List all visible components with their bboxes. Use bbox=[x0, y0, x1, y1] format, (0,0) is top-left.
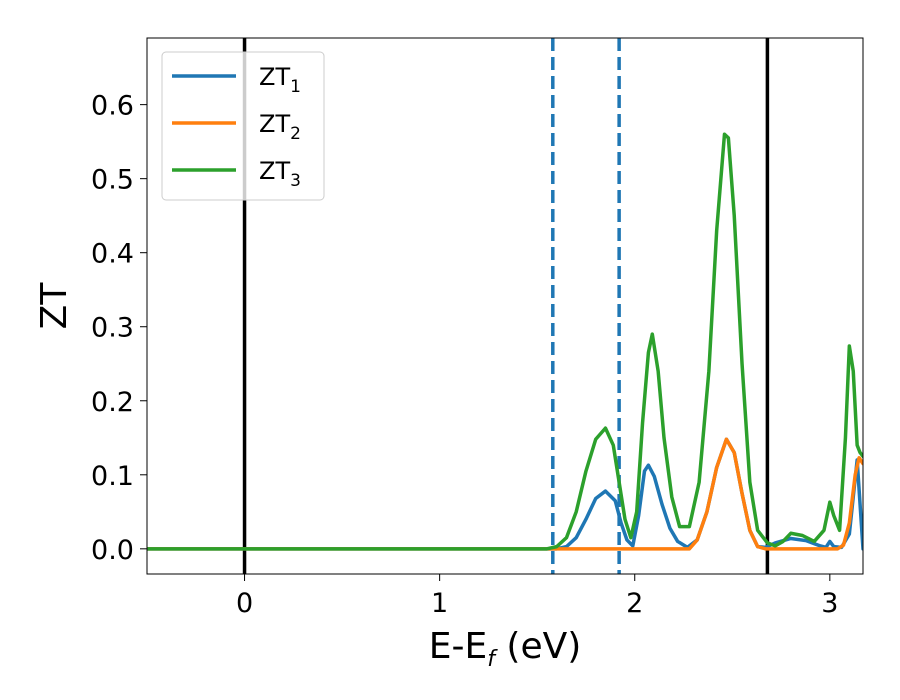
legend-label-2: ZT2 bbox=[259, 110, 301, 144]
y-tick-label-3: 0.3 bbox=[91, 313, 134, 344]
y-axis-title: ZT bbox=[34, 282, 75, 330]
plot-frame bbox=[146, 37, 864, 575]
x-axis-title-unit: (eV) bbox=[495, 626, 581, 667]
series-line-1 bbox=[147, 437, 863, 551]
series-layer bbox=[147, 132, 863, 551]
legend-label-1: ZT1 bbox=[259, 63, 301, 97]
x-axis: 0 1 2 3 bbox=[236, 574, 838, 619]
x-axis-title: E-Ef (eV) bbox=[429, 626, 582, 672]
y-axis: 0.0 0.1 0.2 0.3 0.4 0.5 0.6 bbox=[91, 91, 147, 566]
series-line-2 bbox=[147, 437, 863, 551]
x-tick-label-2: 2 bbox=[626, 588, 643, 619]
legend-label-main-1: ZT bbox=[259, 63, 290, 91]
y-tick-label-4: 0.4 bbox=[91, 239, 134, 270]
legend-box bbox=[161, 51, 325, 201]
x-axis-title-main: E-E bbox=[429, 626, 487, 667]
y-tick-label-2: 0.2 bbox=[91, 387, 134, 418]
y-tick-label-5: 0.5 bbox=[91, 165, 134, 196]
legend-label-main-3: ZT bbox=[259, 157, 290, 185]
x-tick-label-3: 3 bbox=[821, 588, 838, 619]
series-line-3 bbox=[147, 132, 863, 551]
legend-label-sub-1: 1 bbox=[290, 77, 301, 97]
y-tick-label-0: 0.0 bbox=[91, 535, 134, 566]
legend-label-sub-3: 3 bbox=[290, 171, 301, 191]
y-tick-label-6: 0.6 bbox=[91, 91, 134, 122]
x-tick-label-0: 0 bbox=[236, 588, 253, 619]
x-axis-title-sub: f bbox=[487, 647, 498, 672]
x-tick-label-1: 1 bbox=[431, 588, 448, 619]
legend-label-3: ZT3 bbox=[259, 157, 301, 191]
y-tick-label-1: 0.1 bbox=[91, 461, 134, 492]
legend-label-sub-2: 2 bbox=[290, 124, 301, 144]
legend-label-main-2: ZT bbox=[259, 110, 290, 138]
